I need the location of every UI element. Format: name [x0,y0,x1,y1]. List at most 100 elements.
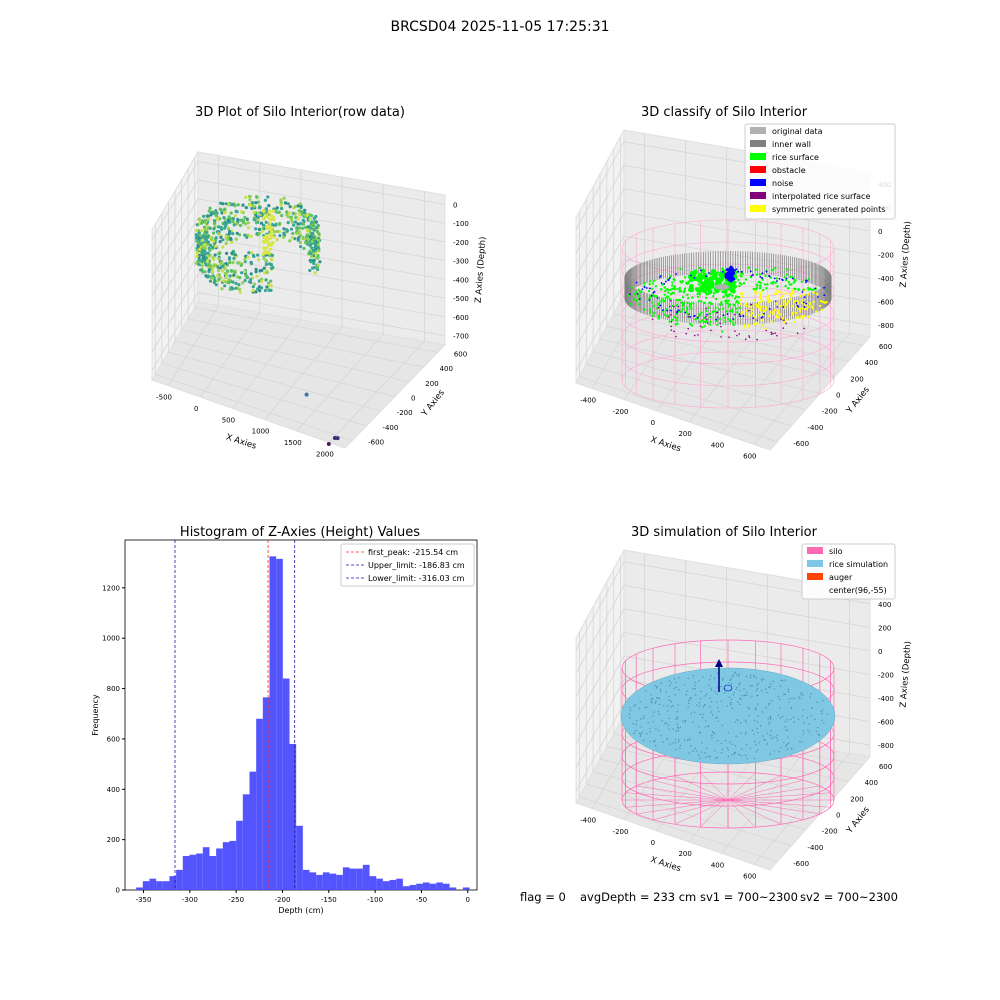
classify-noise [641,288,644,291]
hist-ylabel: Frequency [91,694,100,736]
raw-point [295,231,299,235]
classify-surface-point [742,324,746,327]
hist-bar [436,882,443,890]
classify-noise [803,306,806,308]
classify-surface-point [708,312,711,316]
sim-rice-mesh [630,709,632,712]
sim-rice-mesh [669,743,671,745]
sim-legend-swatch [807,547,823,554]
sim-rice-mesh [654,739,656,742]
raw-point [303,208,307,212]
classify-noise [749,270,752,273]
raw-point [205,230,209,234]
sim-rice-mesh [653,740,655,743]
raw-point [207,216,211,220]
sim-rice-mesh [809,696,811,698]
classify-surface-point [772,280,775,284]
raw-point [308,268,312,273]
classify-noise [675,273,678,275]
raw-point [259,221,264,225]
classify-surface-point [723,316,727,319]
classify-surface-point [651,314,654,318]
raw-point [233,253,237,257]
classify-interp [669,305,671,308]
hist-bar [376,878,383,890]
raw-point [317,232,321,236]
raw-point [290,220,294,224]
raw-point [203,220,207,225]
classify-ytick: -200 [822,408,838,416]
raw-point [286,215,290,219]
sim-rice-mesh [740,698,742,701]
classify-interp [670,325,672,328]
raw-point [275,206,279,210]
raw-point [311,248,315,253]
classify-surface-point [673,286,676,289]
hist-bar [422,882,430,890]
classify-surface-point [694,318,697,321]
raw-point [262,223,266,227]
sim-rice-mesh [694,684,696,687]
classify-surface-point [682,291,686,294]
raw-point [282,227,286,231]
sim-rice-mesh [692,750,694,752]
sim-rice-mesh [682,720,684,722]
classify-noise [689,315,692,318]
sim-rice-mesh [723,692,726,694]
sim-center-mark [723,684,733,692]
sim-rice-mesh [739,703,741,705]
classify-surface-point [640,290,643,293]
raw-point-peak [268,221,272,225]
sim-rice-mesh [736,719,738,721]
raw-point [211,276,215,280]
raw-point [197,262,201,267]
hist-xtick: -200 [275,896,291,904]
classify-surface-point [649,311,652,314]
raw-point [195,223,199,227]
classify-grid-y [586,363,792,427]
classify-surface-point [781,295,785,298]
hist-bar [262,697,270,890]
classify-legend-frame [744,123,896,220]
classify-surface-point [664,297,667,300]
classify-surface-point [776,285,779,288]
sim-rice-mesh [802,694,804,696]
sim-rice-mesh [667,705,669,707]
classify-surface-point [759,292,762,295]
raw-point-peak [267,251,271,255]
classify-surface-point [689,302,692,306]
sim-xtick: 600 [743,872,756,880]
sim-rice-mesh [687,706,689,708]
classify-surface-point [758,301,761,304]
sim-rice-mesh [708,684,710,686]
classify-surface-point [668,320,671,323]
raw-point [249,277,253,282]
classify-surface-point [653,294,656,298]
raw-point [301,226,305,230]
raw-point [209,235,213,239]
raw-point [296,217,300,221]
raw-point [309,260,313,264]
raw-xtick: 0 [194,405,198,413]
raw-point [315,229,319,234]
classify-surface-point [779,313,782,316]
raw-point [242,219,246,223]
classify-surface-point [800,280,803,283]
sim-rice-mesh [739,697,741,700]
raw-point [195,254,199,258]
raw-point [311,231,315,235]
classify-surface-point [685,308,689,311]
classify-xtick: 200 [678,430,691,438]
raw-point [310,254,314,258]
raw-point [263,288,267,293]
sim-rice-mesh [746,691,748,694]
sim-rice-mesh [678,689,680,691]
raw-point [237,261,241,265]
classify-surface-point [788,283,792,286]
classify-surface-point [766,298,769,301]
classify-surface-point [720,303,723,306]
classify-surface-point [650,287,654,290]
sim-rice-mesh [710,687,712,689]
raw-point [293,220,298,224]
sim-rice-mesh [734,721,736,723]
